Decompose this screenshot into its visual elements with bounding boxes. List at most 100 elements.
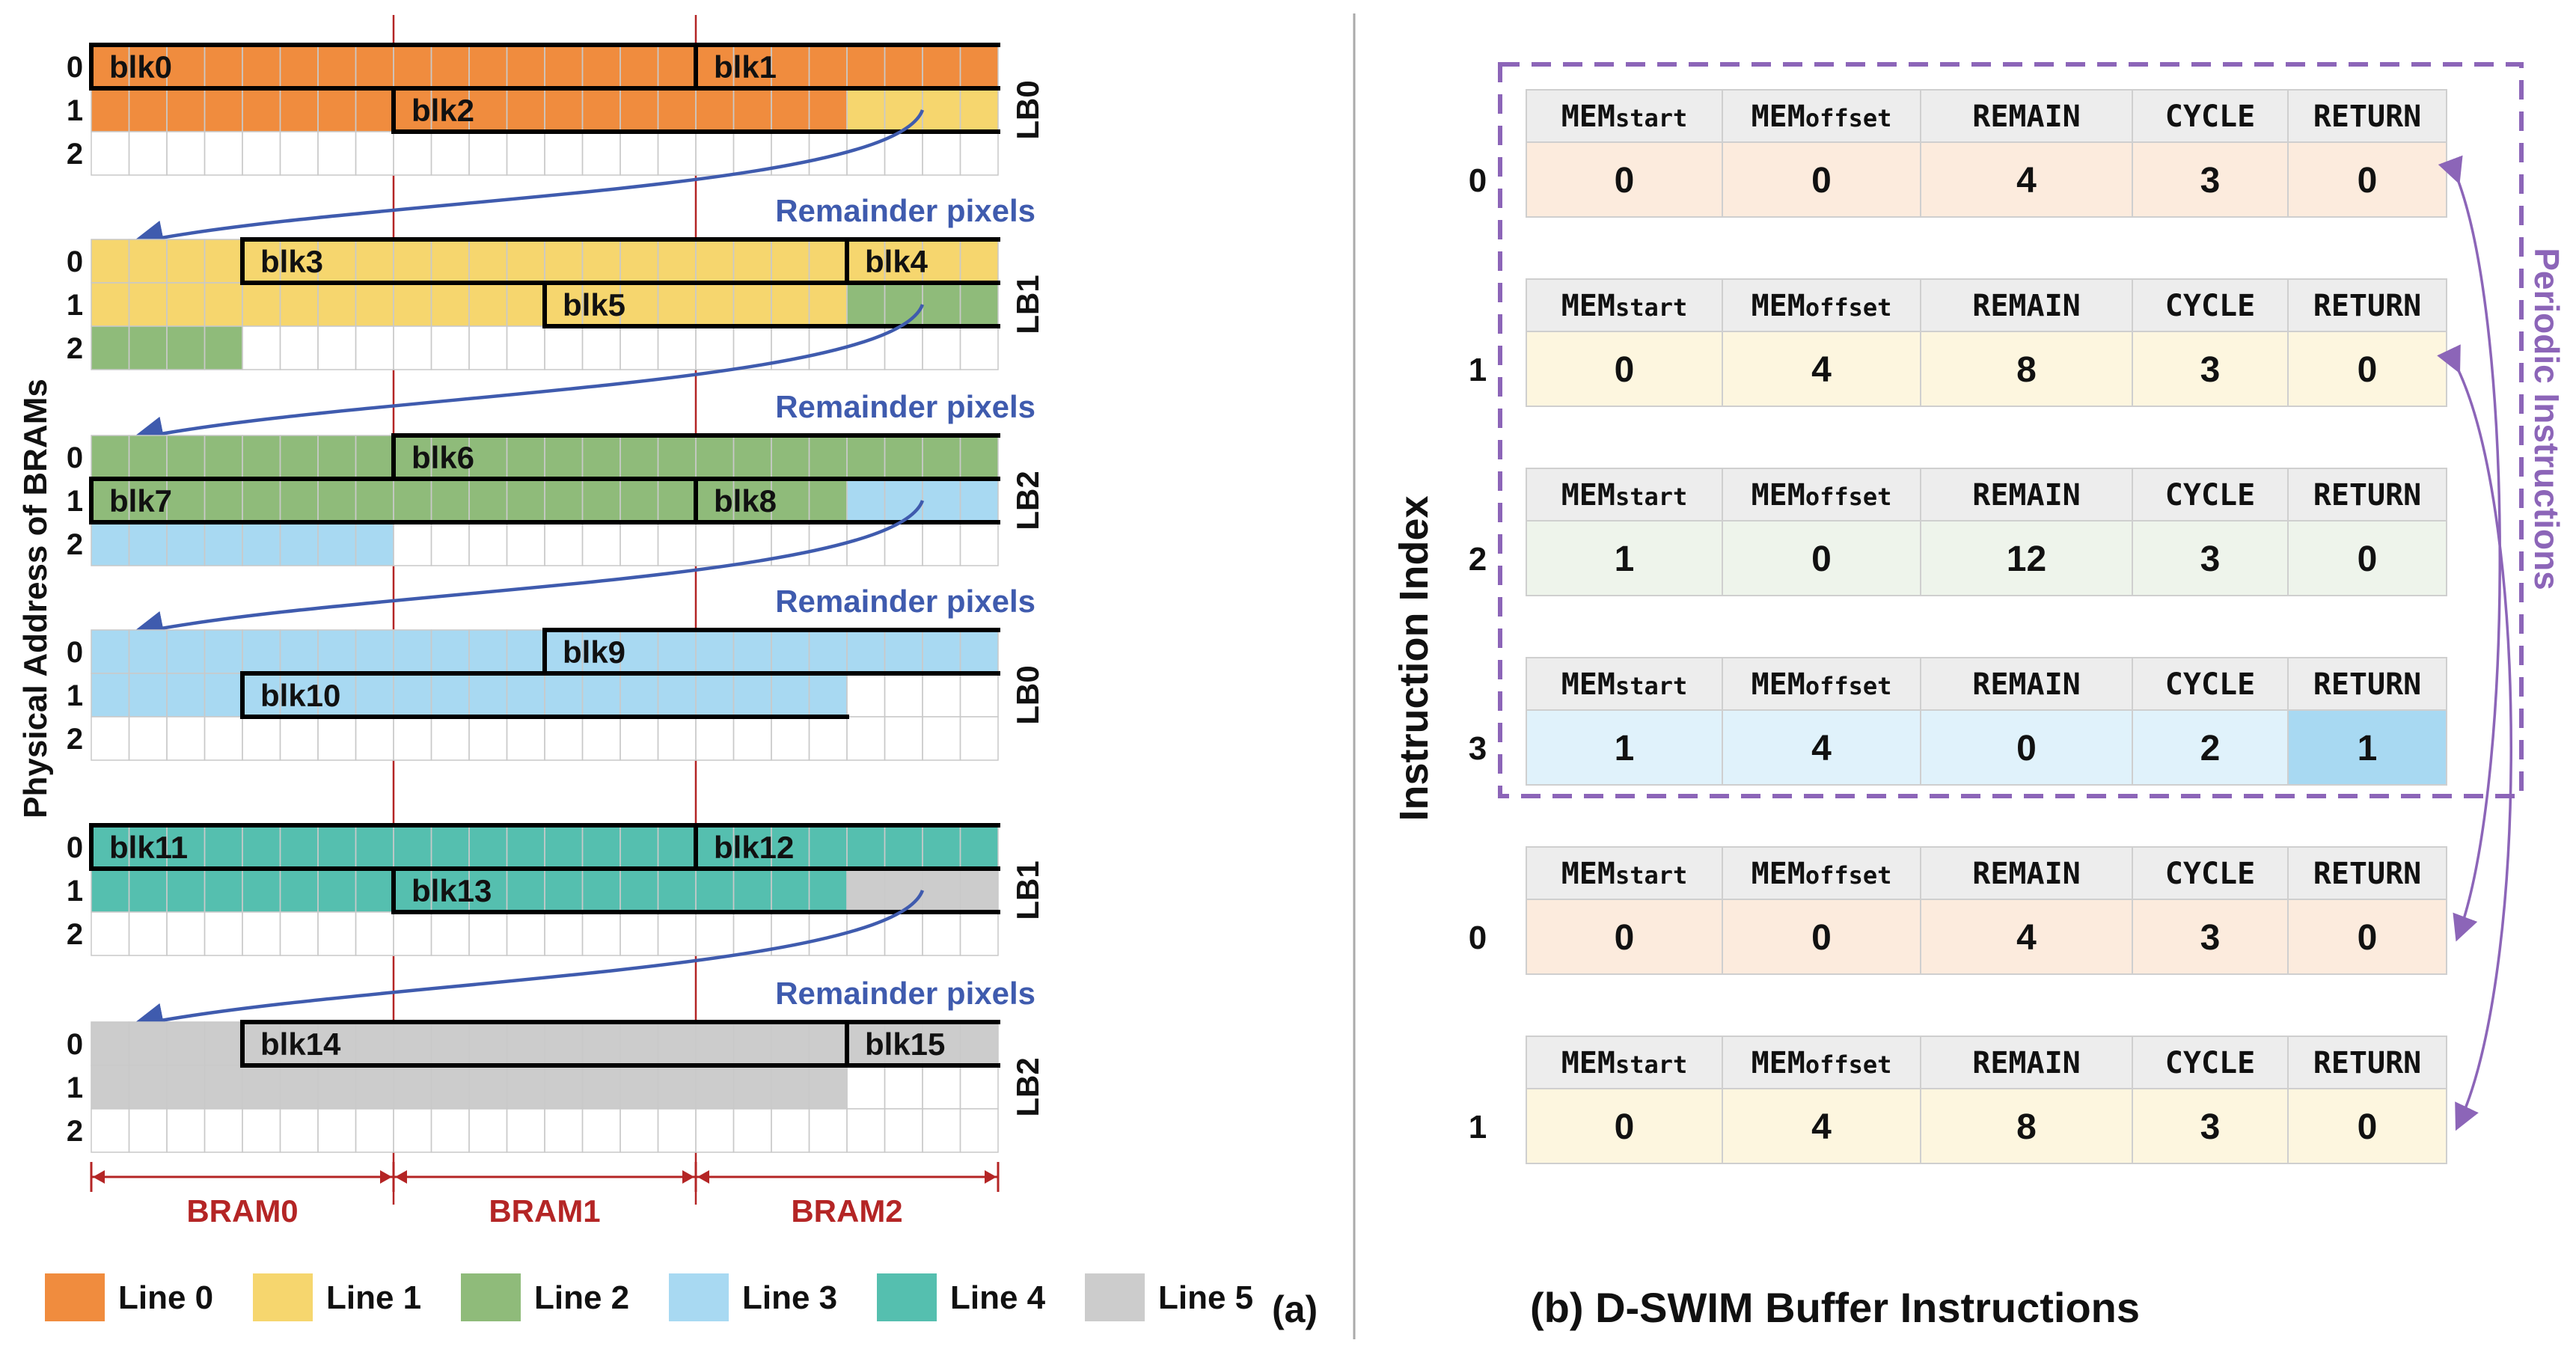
header-main: MEM	[1561, 478, 1615, 513]
header-main: MEM	[1752, 100, 1805, 134]
address-label: 2	[67, 138, 83, 171]
value-cell	[2132, 899, 2289, 975]
header-main: REMAIN	[1972, 857, 2081, 891]
address-label: 1	[67, 875, 83, 908]
header-main: RETURN	[2313, 289, 2422, 323]
address-label: 0	[67, 1028, 83, 1061]
legend-label: Line 4	[950, 1279, 1046, 1316]
bram-arrowhead	[93, 1170, 105, 1184]
bram-arrowhead	[380, 1170, 392, 1184]
legend-label: Line 0	[118, 1279, 213, 1316]
value-label: 0	[2358, 539, 2378, 579]
header-label: MEMoffset	[1752, 667, 1892, 702]
value-cell	[1722, 520, 1921, 596]
value-cell	[2287, 331, 2447, 407]
legend-label: Line 5	[1158, 1279, 1253, 1316]
block-label: blk11	[109, 830, 188, 865]
y-axis-label: Physical Address of BRAMs	[17, 379, 54, 819]
block-label: blk6	[412, 440, 474, 475]
header-cell	[2287, 657, 2447, 711]
header-cell	[2132, 468, 2289, 521]
header-label: MEMoffset	[1752, 100, 1892, 134]
header-cell	[2287, 278, 2447, 332]
legend-label: Line 3	[742, 1279, 837, 1316]
line-buffer-label: LB0	[1010, 80, 1045, 139]
header-main: MEM	[1752, 857, 1805, 891]
header-main: MEM	[1752, 1046, 1805, 1080]
header-main: MEM	[1561, 289, 1615, 323]
address-label: 1	[67, 1071, 83, 1104]
header-main: MEM	[1752, 289, 1805, 323]
header-cell	[2287, 1036, 2447, 1089]
header-label: RETURN	[2313, 667, 2422, 702]
header-main: CYCLE	[2165, 478, 2255, 513]
header-subscript: start	[1615, 1050, 1687, 1079]
value-label: 3	[2200, 350, 2221, 390]
block-label: blk5	[563, 287, 625, 322]
block-label: blk9	[563, 634, 625, 670]
value-label: 4	[2016, 918, 2037, 958]
header-label: MEMstart	[1561, 289, 1688, 323]
header-main: RETURN	[2313, 100, 2422, 134]
header-label: MEMstart	[1561, 478, 1688, 513]
value-label: 0	[1615, 918, 1635, 958]
value-label: 0	[1615, 1107, 1635, 1147]
value-cell	[1526, 1088, 1723, 1164]
header-label: MEMoffset	[1752, 478, 1892, 513]
header-main: CYCLE	[2165, 289, 2255, 323]
value-label: 0	[1811, 539, 1832, 579]
header-label: CYCLE	[2165, 478, 2255, 513]
value-label: 0	[2358, 350, 2378, 390]
header-subscript: start	[1615, 861, 1687, 890]
address-label: 0	[67, 441, 83, 474]
value-cell	[1920, 520, 2133, 596]
line-buffer-group: 0 1 2 blk11 blk12 blk13 LB1 Remainder pixels	[67, 823, 1045, 1037]
remainder-label: Remainder pixels	[775, 584, 1035, 619]
header-label: RETURN	[2313, 289, 2422, 323]
header-subscript: start	[1615, 672, 1687, 700]
instruction-index: 0	[1469, 162, 1487, 199]
value-label: 2	[2200, 729, 2221, 768]
header-label: RETURN	[2313, 857, 2422, 891]
remainder-arrow	[129, 109, 925, 254]
header-cell	[2287, 468, 2447, 521]
address-label: 0	[67, 831, 83, 864]
header-subscript: start	[1615, 483, 1687, 511]
value-cell	[1526, 899, 1723, 975]
header-main: RETURN	[2313, 667, 2422, 702]
value-cell	[2132, 331, 2289, 407]
header-main: MEM	[1752, 667, 1805, 702]
address-label: 2	[67, 918, 83, 951]
header-cell	[1722, 1036, 1921, 1089]
value-label: 4	[2016, 161, 2037, 201]
grid-cell	[959, 716, 999, 761]
value-label: 3	[2200, 918, 2221, 958]
panel-b: MEMstart0MEMoffset0REMAIN4CYCLE3RETURN00…	[1392, 62, 2566, 1331]
address-label: 1	[67, 289, 83, 322]
value-cell	[2132, 709, 2289, 786]
legend-swatch	[877, 1273, 937, 1321]
header-cell	[1526, 468, 1723, 521]
address-label: 1	[67, 485, 83, 518]
block-outline	[694, 477, 1000, 524]
legend: Line 0 Line 1 Line 2 Line 3 Line 4 Line 5 (a)	[45, 1273, 1318, 1330]
legend-label: Line 2	[534, 1279, 629, 1316]
header-label: RETURN	[2313, 100, 2422, 134]
address-label: 2	[67, 1115, 83, 1148]
header-label: MEMoffset	[1752, 857, 1892, 891]
value-cell	[2287, 520, 2447, 596]
legend-swatch	[1085, 1273, 1145, 1321]
value-label: 0	[1811, 161, 1832, 201]
value-label: 0	[1811, 918, 1832, 958]
value-cell	[1526, 709, 1723, 786]
grid-cell	[959, 1108, 999, 1153]
header-main: MEM	[1561, 1046, 1615, 1080]
header-cell	[1526, 657, 1723, 711]
address-label: 0	[67, 245, 83, 278]
block-label: blk1	[714, 49, 777, 85]
bram-arrowhead	[985, 1170, 997, 1184]
panel-b-title: (b) D-SWIM Buffer Instructions	[1530, 1284, 2140, 1331]
value-cell	[1920, 709, 2133, 786]
